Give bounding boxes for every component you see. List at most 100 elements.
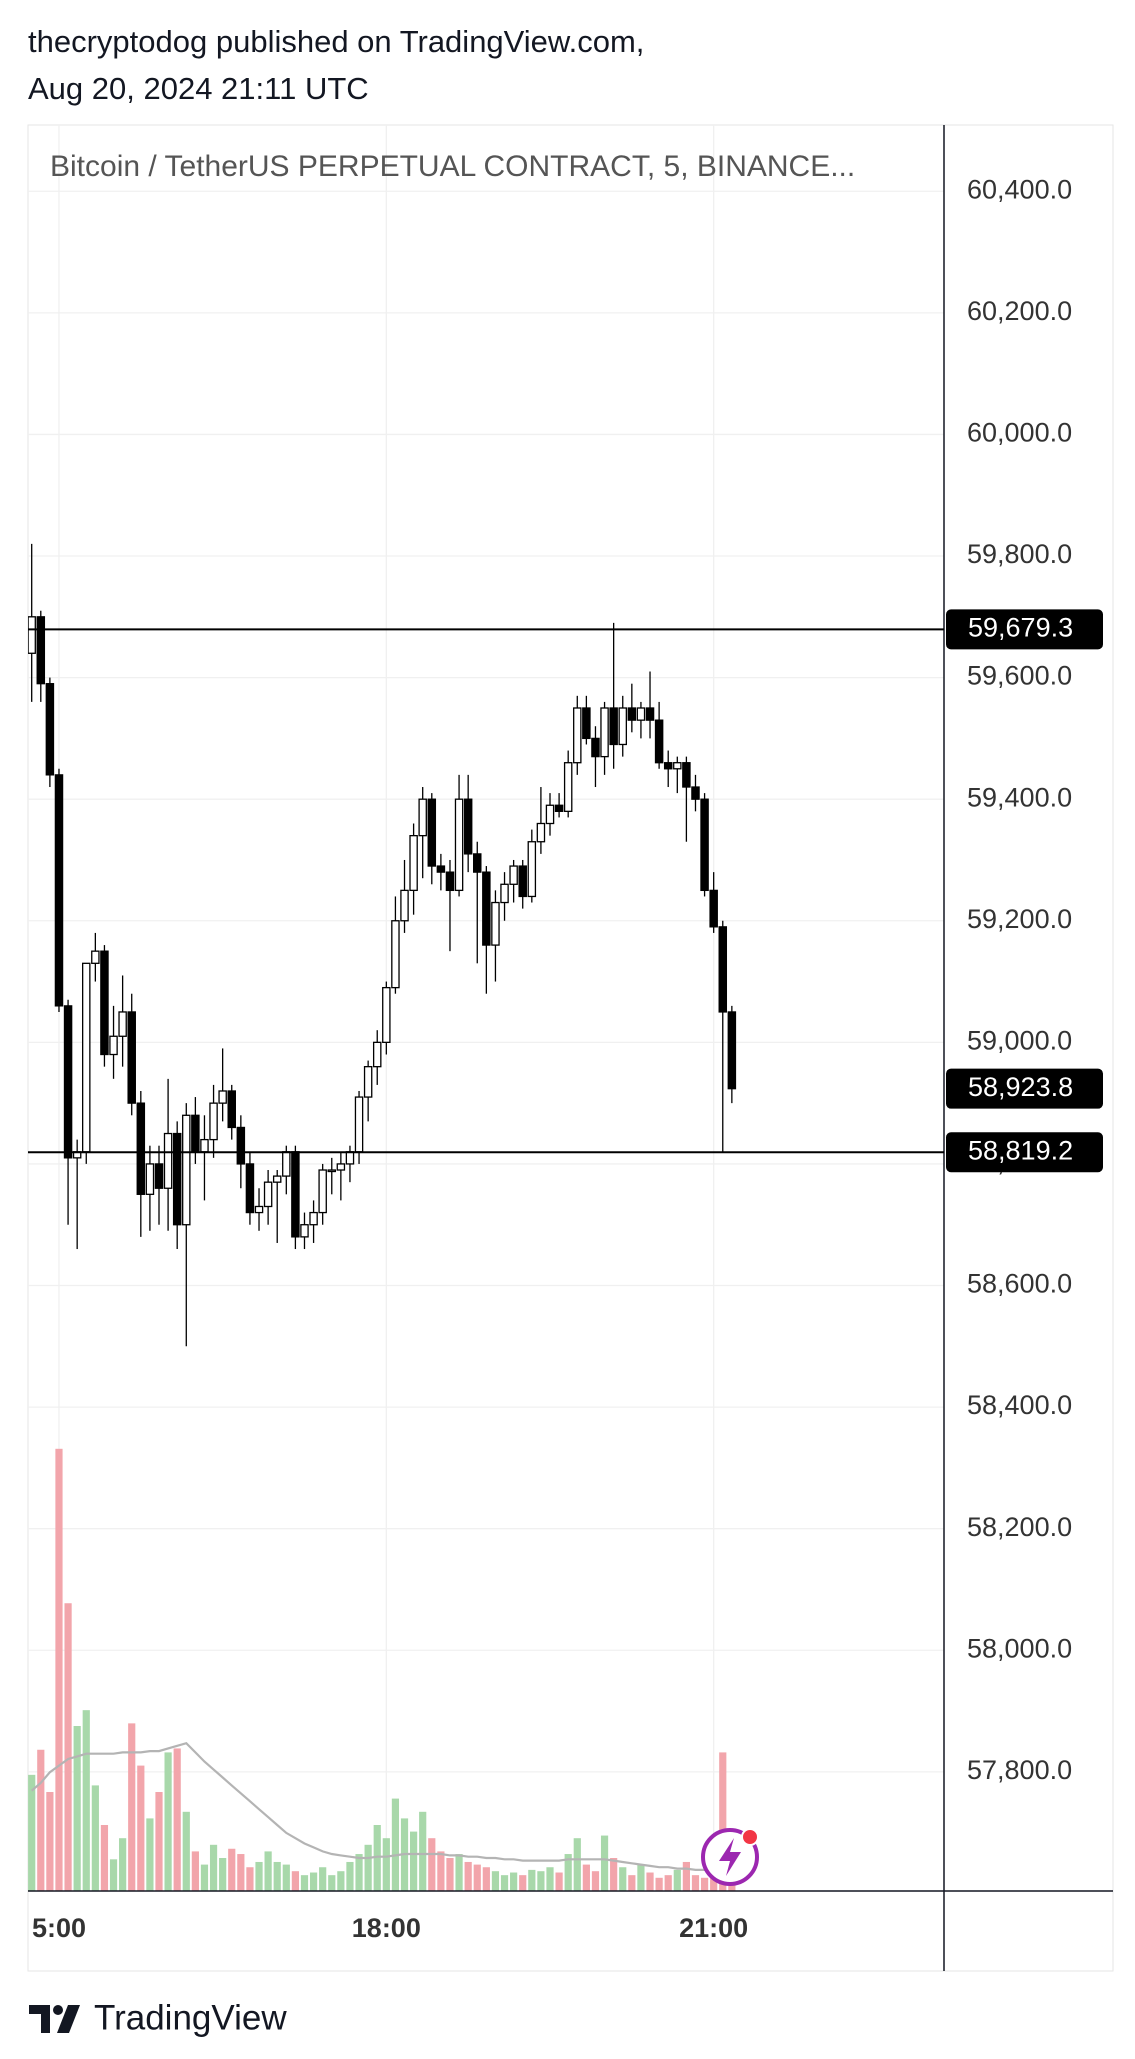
volume-bar [482, 1867, 490, 1891]
y-tick-label: 57,800.0 [967, 1755, 1072, 1785]
candle-body [391, 920, 400, 989]
candle-body [363, 1066, 373, 1098]
volume-bar [346, 1861, 354, 1891]
candle-body [263, 1181, 273, 1208]
candle-body [636, 707, 646, 721]
candle-body [118, 1011, 127, 1037]
volume-bar [364, 1844, 372, 1891]
y-tick-label: 59,000.0 [967, 1025, 1072, 1055]
volume-bar [646, 1872, 654, 1891]
volume-bar [528, 1869, 536, 1891]
candle-body [554, 804, 564, 812]
volume-bar [446, 1858, 454, 1891]
volume-bar [628, 1875, 636, 1891]
volume-bar [82, 1710, 90, 1891]
candle-body [654, 719, 664, 764]
candle-body [245, 1163, 255, 1214]
candle-body [509, 865, 518, 885]
candle-body [709, 889, 718, 928]
symbol-title: Bitcoin / TetherUS PERPETUAL CONTRACT, 5… [50, 150, 855, 183]
y-tick-label: 59,400.0 [967, 782, 1072, 812]
volume-bar [328, 1875, 336, 1891]
candle-body [691, 786, 700, 800]
volume-bar [700, 1877, 709, 1891]
volume-bar [291, 1871, 299, 1891]
candle-body [172, 1132, 182, 1226]
y-tick-label: 60,000.0 [967, 418, 1072, 448]
candle-body [318, 1169, 327, 1214]
volume-bar [182, 1811, 190, 1891]
candle-body [482, 871, 491, 946]
volume-bar [673, 1869, 681, 1891]
volume-bar [109, 1859, 118, 1891]
volume-bar [91, 1785, 99, 1891]
candle-body [609, 707, 618, 746]
last-price-label: 58,923.8 [968, 1072, 1073, 1102]
candle-body [300, 1224, 309, 1238]
candle-body [145, 1163, 155, 1195]
candle-body [54, 774, 64, 1007]
y-tick-label: 59,600.0 [967, 661, 1072, 691]
candle-body [272, 1175, 282, 1183]
volume-bar [191, 1851, 199, 1891]
volume-bar [582, 1864, 590, 1891]
volume-bar [428, 1838, 436, 1891]
candle-body [45, 683, 55, 776]
candle-body [454, 798, 464, 892]
y-tick-label: 59,200.0 [967, 904, 1072, 934]
volume-bar [546, 1867, 554, 1891]
volume-ma-line [30, 1741, 732, 1871]
x-tick-label: 5:00 [32, 1913, 86, 1943]
volume-bar [282, 1864, 290, 1891]
alert-icon[interactable] [701, 1828, 759, 1886]
volume-bar [382, 1838, 390, 1891]
y-tick-label: 59,800.0 [967, 539, 1072, 569]
volume-bar [319, 1867, 327, 1891]
volume-bar [464, 1861, 472, 1891]
volume-bar [655, 1877, 663, 1891]
volume-bar [64, 1603, 72, 1891]
volume-bar [246, 1867, 254, 1891]
volume-bar [155, 1792, 163, 1891]
candle-body [136, 1102, 146, 1195]
x-tick-label: 18:00 [352, 1913, 421, 1943]
volume-bar [255, 1861, 263, 1891]
volume-bar [600, 1835, 609, 1891]
candle-body [191, 1114, 200, 1153]
candle-body [409, 835, 418, 892]
candle-body [200, 1138, 209, 1153]
horizontal-line-label: 59,679.3 [968, 613, 1073, 643]
plot-layer [28, 543, 737, 1891]
x-tick-label: 21:00 [679, 1913, 748, 1943]
candle-body [282, 1151, 291, 1177]
candle-body [573, 707, 582, 764]
volume-bar [410, 1831, 418, 1891]
volume-bar [264, 1851, 272, 1891]
volume-bar [209, 1844, 218, 1891]
candle-body [700, 798, 709, 892]
volume-bar [455, 1854, 463, 1891]
candle-body [445, 871, 455, 892]
volume-bar [437, 1851, 445, 1891]
horizontal-line-badge [946, 609, 1103, 650]
candle-body [100, 950, 109, 1056]
candle-body [618, 707, 627, 746]
volume-bar [173, 1748, 181, 1891]
candle-body [518, 865, 527, 898]
volume-bar [637, 1864, 645, 1891]
candle-body [591, 737, 600, 758]
volume-bar [691, 1875, 700, 1891]
candle-body [182, 1114, 191, 1226]
volume-bar [146, 1818, 154, 1891]
volume-bar [200, 1864, 209, 1891]
candle-body [382, 986, 391, 1043]
candle-body [236, 1126, 246, 1165]
horizontal-line-badge [946, 1132, 1103, 1173]
volume-bar [373, 1825, 381, 1891]
candle-body [127, 1011, 136, 1104]
volume-bar [537, 1871, 545, 1891]
candle-body [336, 1163, 346, 1171]
horizontal-line-label: 58,819.2 [968, 1135, 1073, 1165]
candle-body [491, 901, 500, 946]
